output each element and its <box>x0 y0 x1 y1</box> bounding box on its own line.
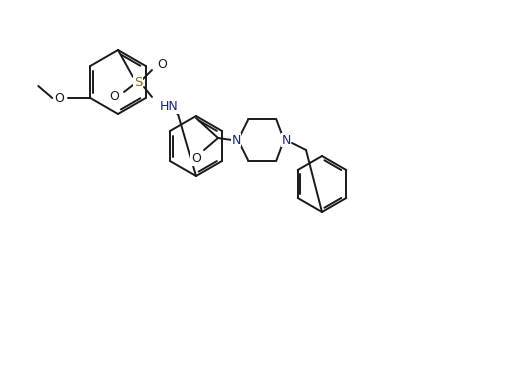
Text: N: N <box>281 134 291 147</box>
Text: O: O <box>191 152 201 166</box>
Text: O: O <box>54 91 64 104</box>
Text: O: O <box>109 91 119 103</box>
Text: O: O <box>157 58 167 72</box>
Text: N: N <box>231 134 241 147</box>
Text: HN: HN <box>160 101 179 113</box>
Text: S: S <box>134 75 142 89</box>
